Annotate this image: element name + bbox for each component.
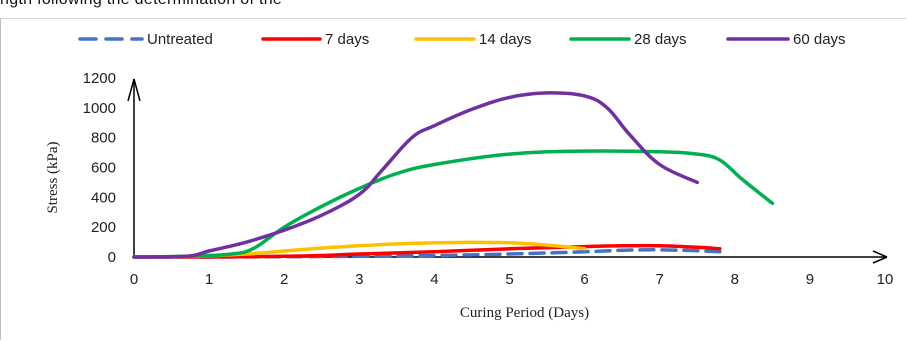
y-tick-label: 1000 xyxy=(83,100,116,117)
legend-label-7-days: 7 days xyxy=(325,31,369,48)
x-tick-label: 9 xyxy=(806,271,814,288)
y-axis-title: Stress (kPa) xyxy=(45,141,61,213)
y-tick-label: 800 xyxy=(91,130,116,147)
series-line-60-days xyxy=(132,91,700,259)
y-tick-label: 400 xyxy=(91,189,116,206)
x-tick-label: 8 xyxy=(731,271,739,288)
legend-label-untreated: Untreated xyxy=(147,31,213,48)
series-lines xyxy=(132,91,775,259)
y-tick-label: 600 xyxy=(91,160,116,177)
x-tick-label: 3 xyxy=(355,271,363,288)
x-tick-label: 7 xyxy=(656,271,664,288)
x-tick-label: 5 xyxy=(505,271,513,288)
axes: 0 1 2 3 4 5 6 7 8 9 10 0 200 400 600 800 1000 1200 xyxy=(83,70,894,288)
legend-label-28-days: 28 days xyxy=(634,31,687,48)
x-tick-label: 10 xyxy=(877,271,894,288)
legend-label-60-days: 60 days xyxy=(793,31,846,48)
x-axis-arrow-icon xyxy=(872,250,888,264)
y-tick-label: 0 xyxy=(108,249,116,266)
y-tick-label: 1200 xyxy=(83,70,116,87)
top-text-fragment: ngth following the determination of the xyxy=(0,0,420,11)
legend-label-14-days: 14 days xyxy=(479,31,532,48)
x-tick-label: 2 xyxy=(280,271,288,288)
legend: Untreated 7 days 14 days 28 days 60 days xyxy=(78,31,846,48)
x-tick-label: 0 xyxy=(130,271,138,288)
x-axis-title: Curing Period (Days) xyxy=(460,305,589,321)
series-line-7-days xyxy=(132,243,722,259)
x-tick-label: 4 xyxy=(430,271,438,288)
y-tick-label: 200 xyxy=(91,219,116,236)
series-line-28-days xyxy=(132,149,775,259)
y-axis-arrow-icon xyxy=(127,78,141,102)
x-tick-label: 6 xyxy=(580,271,588,288)
chart-frame xyxy=(0,18,906,340)
x-tick-label: 1 xyxy=(205,271,213,288)
